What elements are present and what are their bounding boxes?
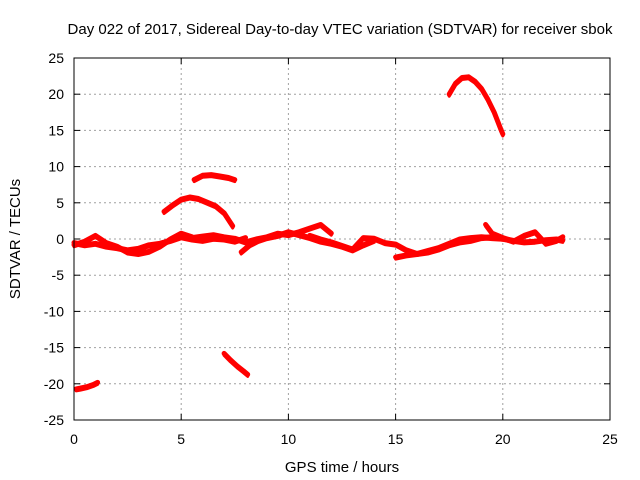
series-arc-8-shadow: [192, 175, 237, 184]
data-series: [71, 74, 566, 393]
series-arc-8: [191, 172, 238, 183]
y-tick-label: -20: [44, 376, 64, 392]
series-arc-neg-18-shadow: [222, 353, 250, 378]
y-tick-label: 0: [56, 231, 64, 247]
grid: [74, 58, 610, 420]
series-arc-main-g: [483, 222, 566, 246]
y-tick-label: -5: [52, 267, 65, 283]
series-arc-rise-5: [161, 194, 236, 229]
x-axis-label: GPS time / hours: [285, 459, 399, 476]
x-tick-label: 5: [177, 431, 185, 447]
y-tick-label: 25: [48, 50, 64, 66]
series-arc-main-b: [71, 230, 195, 256]
x-tick-label: 20: [495, 431, 511, 447]
y-tick-label: 15: [48, 122, 64, 138]
series-arc-20-peak-shadow: [447, 77, 505, 138]
x-tick-label: 10: [281, 431, 297, 447]
series-arc-main-e: [307, 232, 506, 256]
y-axis-label: SDTVAR / TECUs: [7, 179, 24, 299]
y-tick-label: -25: [44, 412, 64, 428]
chart-title: Day 022 of 2017, Sidereal Day-to-day VTE…: [68, 21, 613, 38]
series-arc-neg-20-shadow: [74, 382, 100, 393]
series-arc-main-b-shadow: [72, 233, 194, 257]
series-arc-neg-20: [73, 379, 101, 392]
series-arc-neg-18: [221, 350, 251, 377]
series-arc-main-f: [393, 234, 566, 260]
x-tick-label: 15: [388, 431, 404, 447]
series-arc-main-f-shadow: [394, 237, 565, 261]
x-tick-label: 25: [602, 431, 618, 447]
y-tick-label: 10: [48, 159, 64, 175]
y-tick-label: 5: [56, 195, 64, 211]
axes: 0 5 10 15 20 25 -25 -20 -15 -10 -5 0 5 10 15 20 25: [44, 50, 618, 447]
series-arc-main-g-shadow: [484, 225, 565, 247]
y-tick-label: 20: [48, 86, 64, 102]
plot-frame: [73, 57, 611, 421]
y-tick-label: -10: [44, 303, 64, 319]
x-tick-label: 0: [70, 431, 78, 447]
series-arc-rise-5-shadow: [162, 197, 235, 230]
y-tick-label: -15: [44, 340, 64, 356]
